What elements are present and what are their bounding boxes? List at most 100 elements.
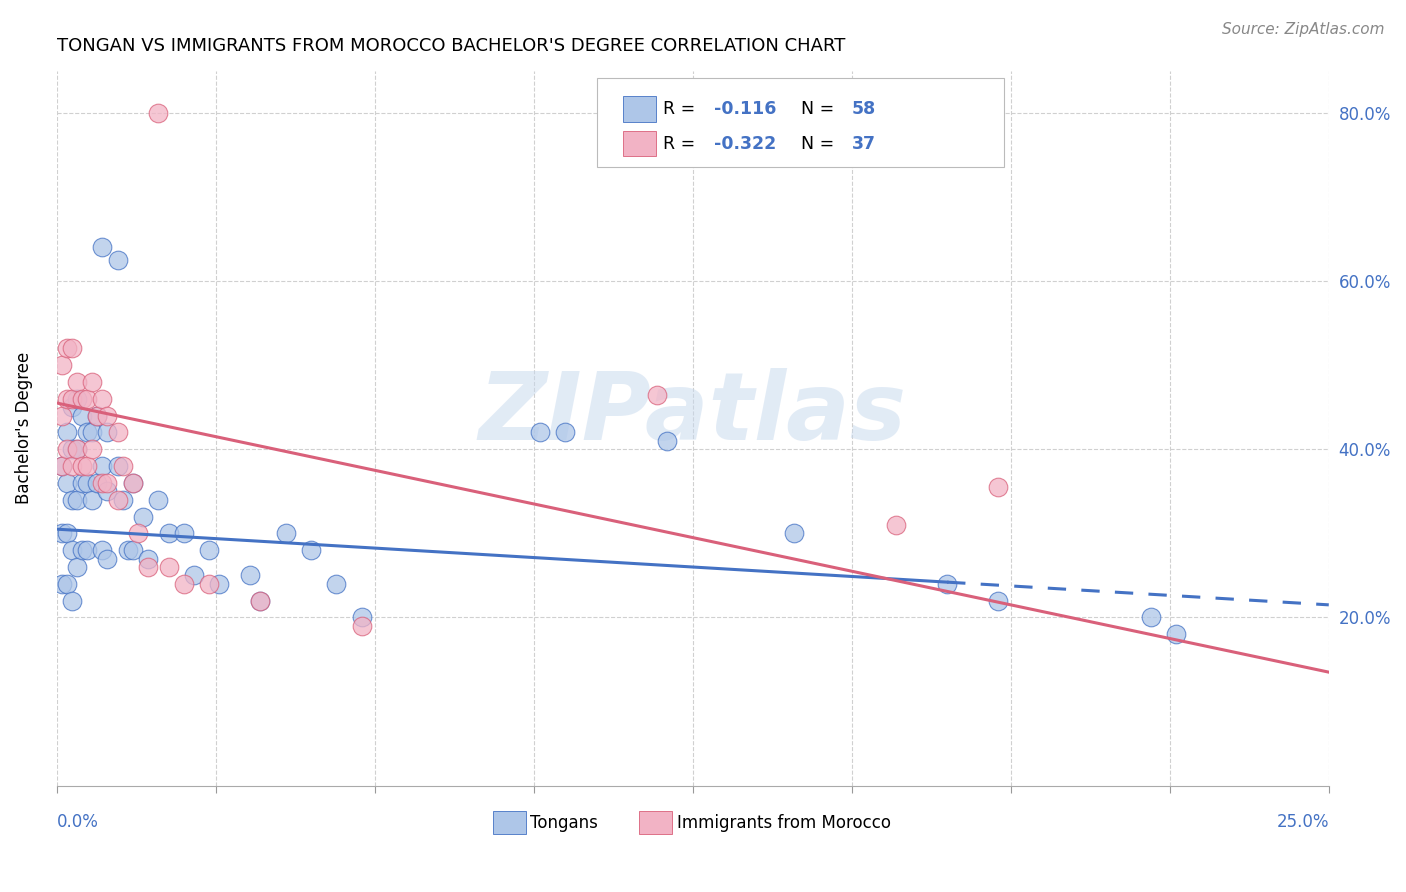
Point — [157, 560, 180, 574]
Point — [987, 480, 1010, 494]
Point — [657, 434, 679, 448]
Point — [66, 442, 89, 457]
Point — [76, 425, 98, 440]
Text: N =: N = — [801, 135, 839, 153]
Point — [1139, 610, 1161, 624]
Text: ZIPatlas: ZIPatlas — [478, 368, 907, 460]
Point — [82, 442, 104, 457]
Point — [56, 341, 79, 355]
Text: TONGAN VS IMMIGRANTS FROM MOROCCO BACHELOR'S DEGREE CORRELATION CHART: TONGAN VS IMMIGRANTS FROM MOROCCO BACHEL… — [56, 37, 845, 55]
Point — [66, 375, 89, 389]
Text: R =: R = — [664, 135, 702, 153]
Point — [66, 392, 89, 406]
Text: R =: R = — [664, 100, 702, 118]
Point — [107, 492, 129, 507]
Point — [645, 387, 668, 401]
Text: -0.116: -0.116 — [714, 100, 776, 118]
Point — [70, 458, 93, 473]
Point — [96, 484, 118, 499]
Point — [1164, 627, 1187, 641]
Point — [51, 458, 73, 473]
Point — [127, 526, 149, 541]
FancyBboxPatch shape — [494, 812, 526, 834]
Point — [274, 526, 297, 541]
Point — [51, 409, 73, 423]
Point — [56, 392, 79, 406]
Text: Source: ZipAtlas.com: Source: ZipAtlas.com — [1222, 22, 1385, 37]
Point — [132, 509, 155, 524]
Point — [350, 619, 373, 633]
Point — [107, 252, 129, 267]
Point — [96, 409, 118, 423]
Point — [51, 358, 73, 372]
FancyBboxPatch shape — [598, 78, 1004, 168]
Point — [157, 526, 180, 541]
Point — [325, 577, 347, 591]
Point — [70, 475, 93, 490]
Point — [554, 425, 576, 440]
Point — [91, 543, 114, 558]
FancyBboxPatch shape — [623, 131, 655, 156]
Point — [66, 492, 89, 507]
Point — [122, 543, 145, 558]
Point — [122, 475, 145, 490]
Point — [148, 105, 170, 120]
Point — [117, 543, 139, 558]
Point — [91, 475, 114, 490]
Point — [91, 392, 114, 406]
Point — [122, 475, 145, 490]
Point — [783, 526, 806, 541]
Point — [91, 240, 114, 254]
Point — [66, 442, 89, 457]
Point — [60, 442, 83, 457]
Point — [56, 526, 79, 541]
Point — [239, 568, 262, 582]
Point — [82, 375, 104, 389]
Point — [173, 526, 195, 541]
Point — [987, 593, 1010, 607]
Point — [56, 442, 79, 457]
Point — [136, 551, 159, 566]
Point — [76, 392, 98, 406]
Point — [884, 518, 907, 533]
Point — [51, 526, 73, 541]
Point — [60, 341, 83, 355]
Point — [96, 425, 118, 440]
Point — [70, 409, 93, 423]
Point — [56, 577, 79, 591]
Point — [249, 593, 271, 607]
Point — [76, 475, 98, 490]
Point — [82, 492, 104, 507]
Point — [56, 425, 79, 440]
Point — [91, 458, 114, 473]
Text: 37: 37 — [852, 135, 876, 153]
Point — [60, 400, 83, 414]
Point — [82, 425, 104, 440]
Point — [198, 577, 221, 591]
Point — [76, 458, 98, 473]
Point — [60, 593, 83, 607]
Point — [173, 577, 195, 591]
Point — [529, 425, 551, 440]
Point — [148, 492, 170, 507]
Point — [936, 577, 959, 591]
Text: 0.0%: 0.0% — [56, 813, 98, 830]
Point — [51, 458, 73, 473]
Point — [66, 560, 89, 574]
FancyBboxPatch shape — [640, 812, 672, 834]
Text: Tongans: Tongans — [530, 814, 598, 832]
Point — [111, 492, 134, 507]
Point — [76, 543, 98, 558]
Point — [70, 392, 93, 406]
Point — [86, 475, 108, 490]
Point — [56, 475, 79, 490]
Text: 25.0%: 25.0% — [1277, 813, 1329, 830]
Point — [96, 551, 118, 566]
Point — [136, 560, 159, 574]
Y-axis label: Bachelor's Degree: Bachelor's Degree — [15, 352, 32, 504]
Point — [60, 458, 83, 473]
Point — [96, 475, 118, 490]
Point — [208, 577, 231, 591]
Point — [107, 458, 129, 473]
Point — [198, 543, 221, 558]
